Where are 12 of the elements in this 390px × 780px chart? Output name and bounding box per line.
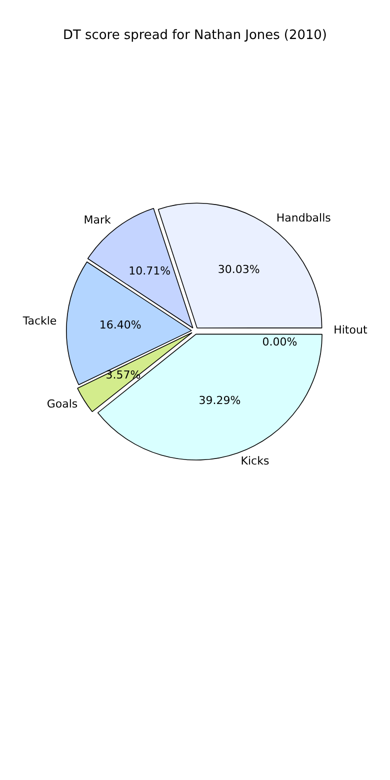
data-label: 10.71% <box>128 264 171 278</box>
data-label: 39.29% <box>198 394 241 408</box>
text: 0.00% <box>262 336 298 349</box>
data-label: 16.40% <box>99 318 142 332</box>
data-label: 30.03% <box>218 263 260 276</box>
slice-label: Mark <box>84 214 112 227</box>
slice-label: Tackle <box>22 314 57 328</box>
slice-label: Goals <box>46 397 78 410</box>
slice-label: Handballs <box>276 211 332 224</box>
slice-label: Kicks <box>240 454 270 468</box>
category-label: Hitout <box>334 324 368 337</box>
chart-title: DT score spread for Nathan Jones (2010) <box>63 28 327 44</box>
